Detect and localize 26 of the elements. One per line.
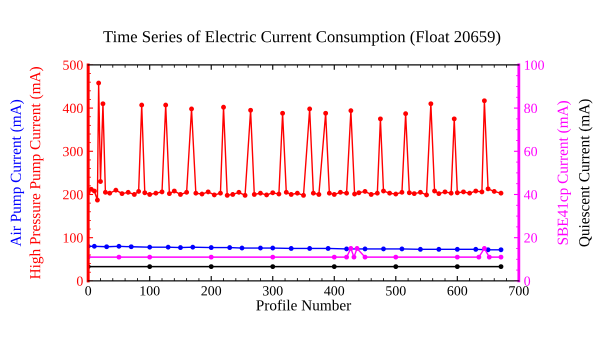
x-tick-label: 300 [262,286,283,296]
y-tick-label: 500 [63,60,83,70]
y-tick-label: 200 [63,190,83,200]
text: SBE41cp Current (mA) [557,101,571,244]
text: High Pressure Pump Current (mA) [30,67,44,279]
y-tick-label: 300 [63,146,83,156]
x-tick-label: 500 [386,286,406,296]
x-tick-label: 400 [324,286,344,296]
text: Air Pump Current (mA) [10,100,24,246]
x-tick-label: 200 [201,286,222,296]
y2-tick-label: 40 [524,190,538,200]
y2-tick-label: 60 [524,146,538,156]
y-tick-label: 0 [76,276,83,286]
chart-title: Time Series of Electric Current Consumption (Float 20659) [103,30,500,46]
x-tick-label: 700 [509,286,529,296]
x-tick-label: 100 [140,286,160,296]
x-tick-label: 0 [85,286,92,296]
x-axis-title: Profile Number [256,300,352,310]
y-tick-label: 400 [62,104,83,114]
y2-tick-label: 0 [524,276,530,286]
text: Quiescent Current (mA) [578,99,593,247]
y2-tick-label: 20 [524,233,538,243]
y2-tick-label: 80 [524,104,538,114]
x-tick-label: 600 [447,286,468,296]
y2-tick-label: 100 [524,60,544,70]
y-tick-label: 100 [64,233,83,243]
